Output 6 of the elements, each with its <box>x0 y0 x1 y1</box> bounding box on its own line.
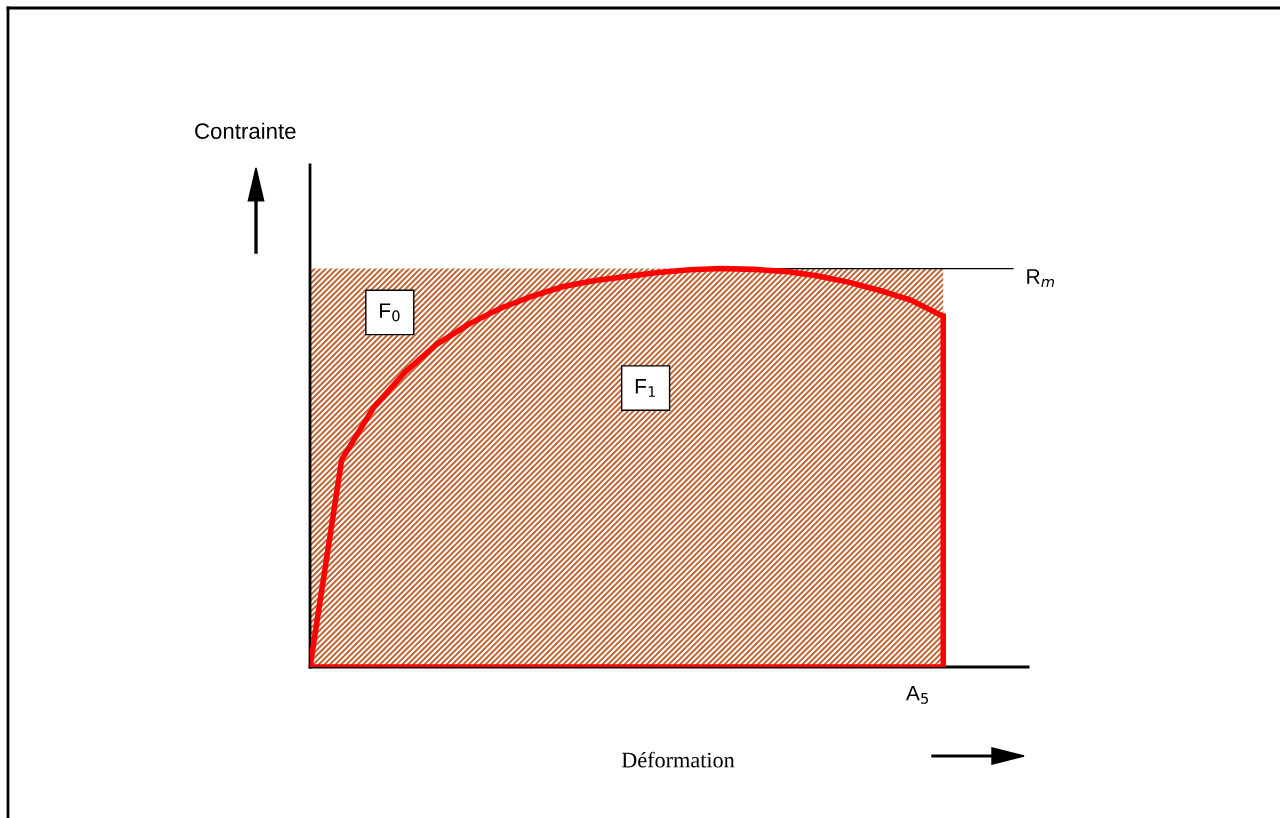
annotation: F$_{0}$ <box>380 303 400 322</box>
text: Contrainte <box>195 122 296 139</box>
x-axis-title: Déformation <box>621 751 735 768</box>
ref-line-label: R$_{m}$ <box>1027 269 1055 288</box>
text: A$_{5}$ <box>905 685 929 704</box>
annotation: F$_{1}$ <box>635 379 656 397</box>
